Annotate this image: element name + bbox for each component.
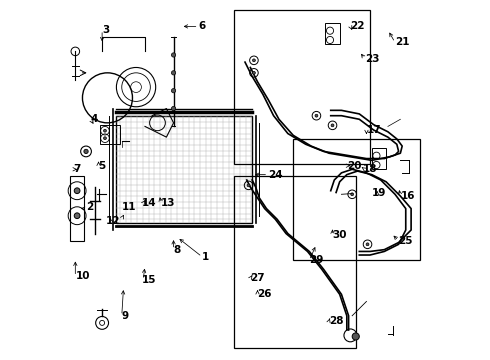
Circle shape: [366, 243, 369, 246]
Text: 30: 30: [333, 230, 347, 240]
Text: 28: 28: [329, 316, 343, 326]
Circle shape: [103, 129, 106, 132]
Text: 15: 15: [142, 275, 156, 285]
Circle shape: [172, 107, 176, 111]
Bar: [234, 10, 370, 164]
Circle shape: [247, 184, 250, 187]
Text: 24: 24: [268, 170, 283, 180]
Bar: [117, 116, 252, 223]
Circle shape: [252, 71, 255, 74]
Text: 2: 2: [86, 202, 93, 212]
Text: 21: 21: [395, 37, 410, 48]
Circle shape: [84, 149, 88, 154]
Text: 4: 4: [91, 114, 98, 124]
Text: 14: 14: [142, 198, 156, 208]
Circle shape: [352, 333, 359, 340]
Text: 8: 8: [173, 245, 181, 255]
Text: 11: 11: [122, 202, 136, 212]
Circle shape: [103, 137, 106, 140]
Text: 9: 9: [122, 311, 129, 321]
Circle shape: [331, 124, 334, 127]
Text: 26: 26: [258, 289, 272, 299]
Text: 23: 23: [365, 54, 379, 64]
Text: 6: 6: [198, 21, 206, 31]
Text: 3: 3: [102, 25, 109, 35]
Circle shape: [74, 188, 80, 194]
Text: 19: 19: [372, 188, 386, 198]
Text: 10: 10: [75, 271, 90, 282]
Bar: [234, 176, 356, 348]
Circle shape: [172, 53, 176, 57]
Text: 25: 25: [398, 236, 413, 246]
Circle shape: [315, 114, 318, 117]
Circle shape: [351, 193, 354, 196]
Circle shape: [252, 59, 255, 62]
Text: 16: 16: [400, 191, 415, 201]
Text: 18: 18: [363, 164, 377, 174]
Text: 17: 17: [367, 125, 381, 135]
Text: 22: 22: [350, 21, 365, 31]
Text: 7: 7: [73, 164, 80, 174]
Text: 1: 1: [202, 252, 209, 262]
Circle shape: [74, 213, 80, 219]
Bar: [100, 125, 120, 144]
Text: 5: 5: [98, 161, 106, 171]
Circle shape: [172, 71, 176, 75]
Bar: [293, 139, 420, 260]
Bar: [325, 23, 340, 44]
Text: 29: 29: [309, 255, 324, 265]
Circle shape: [172, 89, 176, 93]
Text: 13: 13: [161, 198, 175, 208]
Bar: [70, 176, 84, 241]
Text: 27: 27: [250, 273, 265, 283]
Text: 20: 20: [347, 161, 361, 171]
Bar: [372, 148, 386, 169]
Text: 12: 12: [106, 216, 120, 226]
